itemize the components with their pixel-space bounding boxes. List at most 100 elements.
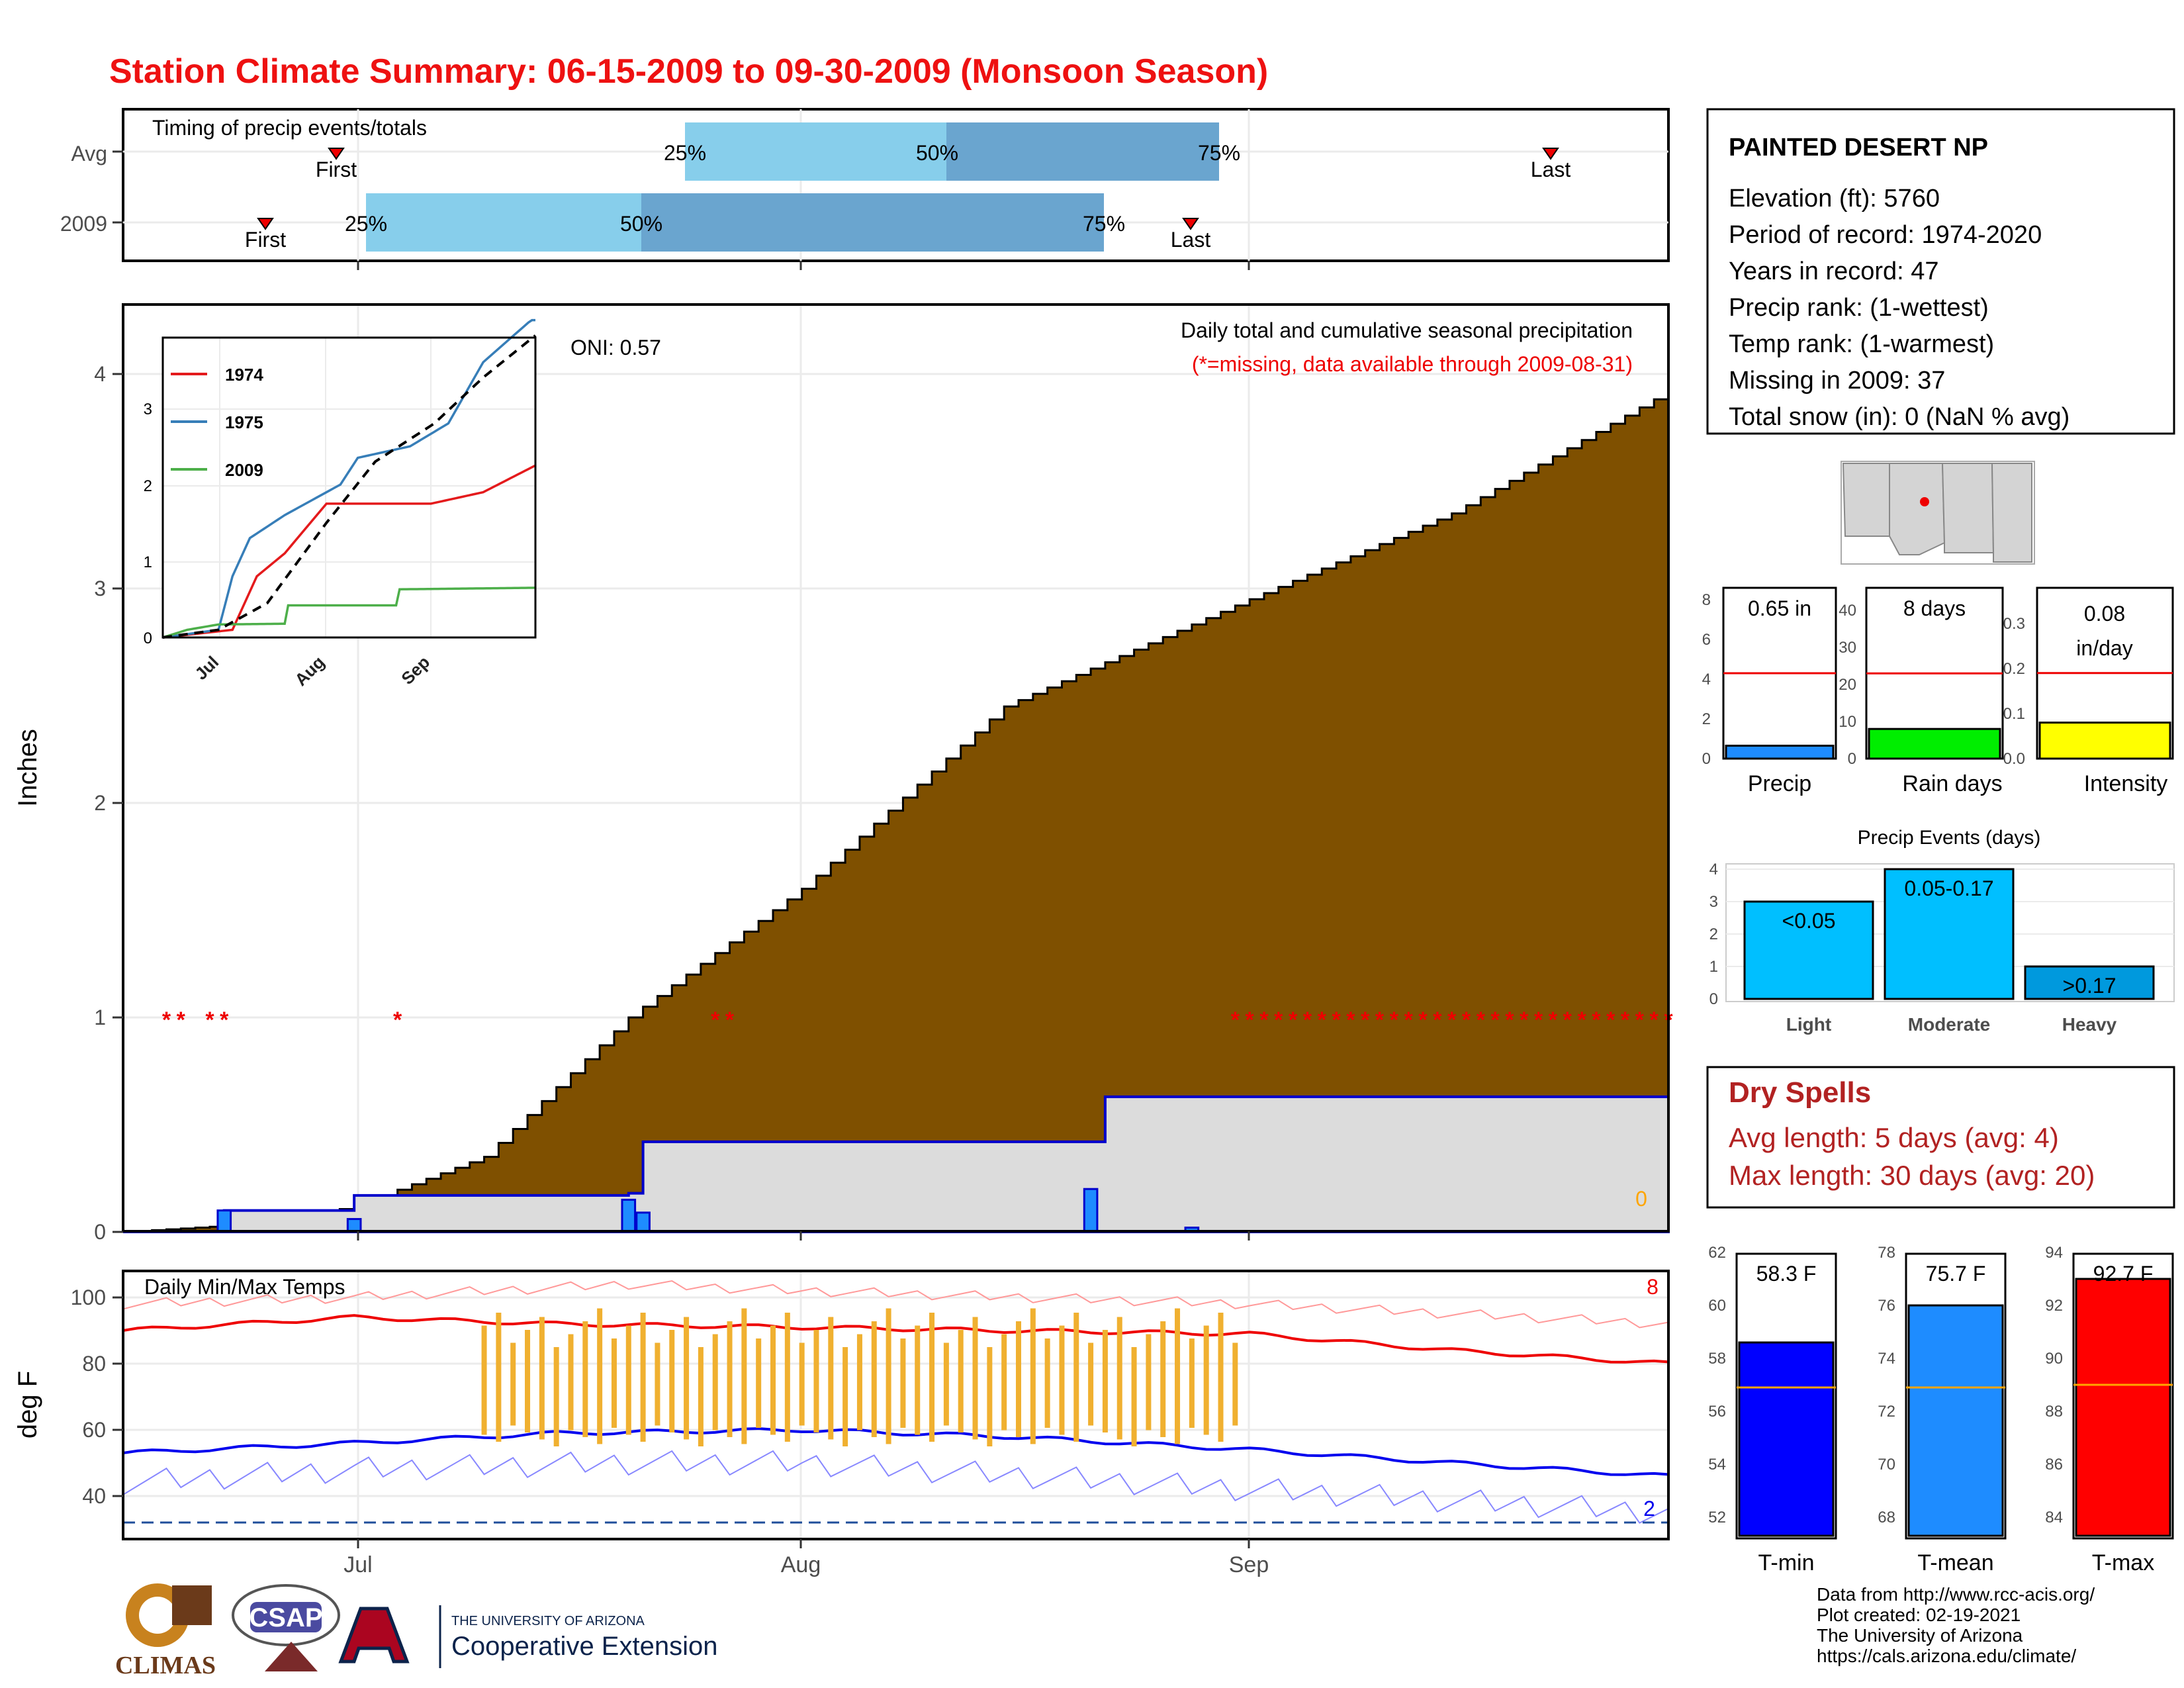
y2009-q75-label: 75% [1083, 212, 1125, 236]
inset-y-tick: 1 [144, 553, 152, 571]
station-years: Years in record: 47 [1729, 258, 1939, 285]
rain-days-label: 8 days [1903, 596, 1966, 620]
daily-temp-range-bar [1189, 1338, 1195, 1428]
precip-event-bar-label: <0.05 [1782, 909, 1836, 933]
svg-text:0.2: 0.2 [2003, 660, 2025, 678]
tmean-value-label: 75.7 F [1926, 1262, 1986, 1286]
missing-day-marker: * [1621, 1008, 1630, 1033]
svg-text:74: 74 [1878, 1350, 1895, 1368]
daily-temp-range-bar [828, 1317, 834, 1440]
temp-y-tick: 40 [82, 1484, 106, 1508]
precip-y-tick: 2 [94, 791, 106, 815]
svg-text:0.3: 0.3 [2003, 615, 2025, 633]
y2009-last-label: Last [1171, 228, 1211, 252]
daily-temp-range-bar [886, 1308, 891, 1444]
daily-temp-range-bar [987, 1347, 993, 1446]
temp-panel-title: Daily Min/Max Temps [144, 1275, 345, 1299]
daily-temp-range-bar [915, 1325, 921, 1435]
events-cat-heavy: Heavy [2062, 1014, 2117, 1035]
precip-total-chart: 0.65 in 0 2 4 6 8 Precip [1702, 586, 1837, 796]
missing-day-marker: * [1491, 1008, 1500, 1033]
daily-temp-range-bar [539, 1317, 545, 1440]
missing-day-marker: * [1289, 1008, 1298, 1033]
daily-temp-range-bar [625, 1325, 631, 1435]
events-y-tick: 0 [1709, 990, 1718, 1008]
station-missing: Missing in 2009: 37 [1729, 367, 1945, 395]
daily-temp-range-bar [553, 1347, 559, 1446]
svg-text:30: 30 [1839, 639, 1856, 657]
climas-logo-text: CLIMAS [115, 1652, 216, 1679]
daily-temp-range-bar [1218, 1313, 1224, 1442]
svg-text:6: 6 [1702, 631, 1711, 649]
legend-label-1975: 1975 [225, 412, 263, 432]
svg-text:86: 86 [2045, 1456, 2063, 1474]
y2009-q25-q50-bar [366, 193, 641, 252]
daily-temp-range-bar [568, 1334, 574, 1430]
missing-day-marker: * [1274, 1008, 1283, 1033]
precip-total-label: 0.65 in [1748, 596, 1811, 620]
temp-series [122, 1280, 1669, 1524]
daily-temp-range-bar [856, 1334, 862, 1430]
temp-plot-bg [123, 1271, 1668, 1539]
svg-text:62: 62 [1708, 1244, 1726, 1262]
y2009-last-marker-icon [1182, 218, 1199, 230]
inset-line-2009 [162, 586, 536, 639]
daily-temp-range-bar [640, 1313, 646, 1442]
temp-plot-frame [122, 1270, 1670, 1540]
record-high-count: 8 [1647, 1275, 1659, 1299]
daily-temp-range-bar [698, 1347, 704, 1446]
daily-precip-bars [216, 1188, 1200, 1233]
location-map [1841, 461, 2035, 565]
missing-day-marker: * [1592, 1008, 1601, 1033]
svg-text:4: 4 [1702, 671, 1711, 688]
daily-temp-range-bar [1102, 1330, 1108, 1432]
missing-note: (*=missing, data available through 2009-… [1192, 352, 1633, 376]
daily-temp-range-bar [597, 1308, 603, 1444]
tmin-chart: 58.3 F 52 54 56 58 60 62 T-min [1708, 1244, 1837, 1575]
daily-temp-range-bar [611, 1338, 617, 1428]
svg-text:68: 68 [1878, 1509, 1895, 1526]
daily-temp-range-bar [972, 1317, 978, 1440]
missing-day-marker: * [393, 1008, 402, 1033]
inset-line-1975 [162, 318, 535, 639]
svg-text:84: 84 [2045, 1509, 2063, 1526]
events-y-tick: 4 [1709, 861, 1718, 878]
daily-temp-range-bar [510, 1342, 516, 1426]
timing-row-label-avg: Avg [71, 142, 107, 165]
missing-day-marker: * [1361, 1008, 1370, 1033]
missing-day-marker: * [1477, 1008, 1486, 1033]
svg-text:54: 54 [1708, 1456, 1726, 1474]
daily-temp-range-bar [1203, 1325, 1209, 1435]
daily-temp-range-bar [929, 1313, 935, 1442]
tmax-chart-label: T-max [2092, 1550, 2154, 1575]
dry-spells-frame [1706, 1066, 2175, 1209]
missing-day-marker: * [1404, 1008, 1414, 1033]
daily-temp-range-bar [1088, 1342, 1094, 1426]
station-info-box: PAINTED DESERT NP Elevation (ft): 5760 P… [1706, 108, 2175, 435]
precip-subtitle: Daily total and cumulative seasonal prec… [1181, 318, 1633, 342]
daily-temp-range-bar [1131, 1347, 1137, 1446]
station-snow: Total snow (in): 0 (NaN % avg) [1729, 403, 2070, 431]
y2009-first-marker-icon [257, 218, 274, 230]
missing-day-marker: * [711, 1008, 720, 1033]
daily-temp-range-bar [943, 1342, 949, 1426]
legend-label-2009: 2009 [225, 460, 263, 480]
tmax-chart: 92.7 F 84 86 88 90 92 94 T-max [2045, 1244, 2174, 1575]
tmin-bar [1738, 1341, 1835, 1537]
daily-temp-range-bar [1059, 1325, 1065, 1435]
timing-title: Timing of precip events/totals [152, 116, 427, 140]
missing-day-marker: * [1520, 1008, 1529, 1033]
daily-temp-range-bar [1160, 1321, 1166, 1437]
daily-temp-range-bar [784, 1313, 790, 1442]
tmean-chart: 75.7 F 68 70 72 74 76 78 T-mean [1878, 1244, 2007, 1575]
temp-y-tick: 80 [82, 1352, 106, 1376]
inset-legend: 1974 1975 2009 [171, 365, 263, 480]
ua-logo: THE UNIVERSITY OF ARIZONA Cooperative Ex… [338, 1605, 717, 1668]
avg-q25-q50-bar [685, 122, 946, 181]
y2009-q50-label: 50% [620, 212, 662, 236]
dry-spells-title: Dry Spells [1729, 1076, 1871, 1109]
daily-temp-range-bar [1044, 1338, 1050, 1428]
inset-series-lines [162, 318, 537, 639]
inset-y-tick: 0 [144, 630, 152, 647]
daily-temp-range-bar [1175, 1308, 1181, 1444]
